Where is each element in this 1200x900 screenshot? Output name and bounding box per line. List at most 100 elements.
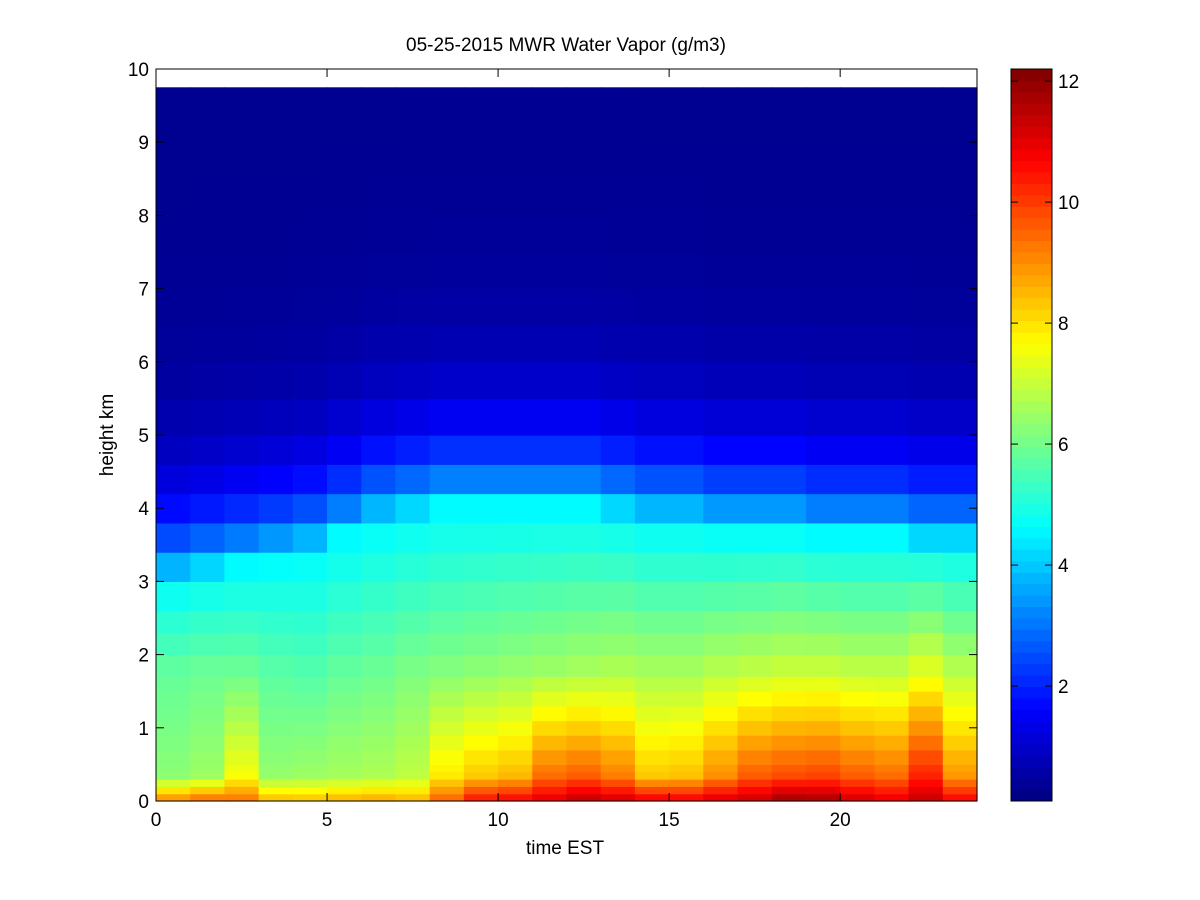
heatmap-cell — [361, 581, 397, 612]
colorbar-step — [1011, 149, 1052, 161]
heatmap-cell — [190, 705, 226, 722]
colorbar-step — [1011, 160, 1052, 173]
heatmap-cell — [327, 676, 362, 692]
heatmap-cell — [840, 87, 875, 143]
heatmap-cell — [634, 676, 670, 692]
y-axis-label: height km — [97, 394, 118, 476]
heatmap-cell — [942, 779, 978, 787]
heatmap-cell — [737, 676, 773, 692]
heatmap-cell — [566, 749, 602, 765]
heatmap-cell — [327, 610, 362, 634]
heatmap-cell — [669, 288, 704, 326]
heatmap-cell — [532, 464, 568, 495]
heatmap-cell — [703, 142, 739, 180]
colorbar-frame — [1010, 68, 1053, 802]
heatmap-cell — [600, 786, 636, 795]
heatmap-cell — [258, 676, 294, 692]
heatmap-cell — [908, 764, 944, 773]
heatmap-cell — [771, 691, 807, 707]
heatmap-cell — [156, 288, 191, 326]
heatmap-cell — [224, 654, 260, 678]
heatmap-cell — [258, 435, 294, 465]
colorbar-step — [1011, 686, 1052, 699]
colorbar-step — [1011, 171, 1052, 184]
heatmap-cell — [566, 552, 602, 582]
heatmap-cell — [224, 464, 260, 495]
heatmap-cell — [292, 288, 328, 326]
heatmap-cell — [498, 771, 533, 780]
colorbar-step — [1011, 515, 1052, 527]
heatmap-cell — [840, 552, 875, 582]
heatmap-cell — [908, 361, 944, 399]
heatmap-cell — [703, 288, 739, 326]
heatmap-cell — [634, 720, 670, 736]
heatmap-cell — [840, 764, 875, 773]
heatmap-cell — [498, 493, 533, 524]
heatmap-cell — [361, 793, 397, 802]
heatmap-cell — [805, 749, 841, 765]
heatmap-cell — [224, 632, 260, 656]
colorbar-step — [1011, 126, 1052, 139]
heatmap-cell — [395, 749, 431, 765]
heatmap-cell — [327, 581, 362, 612]
colorbar-step — [1011, 332, 1052, 344]
heatmap-cell — [498, 764, 533, 773]
colorbar-step — [1011, 549, 1052, 562]
heatmap-cell — [532, 552, 568, 582]
heatmap-cell — [737, 654, 773, 678]
heatmap-cell — [361, 771, 397, 780]
heatmap-cell — [292, 581, 328, 612]
y-tick-label: 6 — [138, 353, 149, 374]
heatmap-cell — [395, 215, 431, 253]
heatmap-cell — [156, 522, 191, 553]
heatmap-cell — [532, 178, 568, 216]
heatmap-cell — [908, 215, 944, 253]
heatmap-cell — [429, 215, 465, 253]
heatmap-cell — [190, 771, 226, 780]
heatmap-cell — [771, 764, 807, 773]
heatmap-cell — [327, 735, 362, 751]
heatmap-cell — [840, 720, 875, 736]
heatmap-cell — [156, 793, 191, 802]
heatmap-cell — [224, 720, 260, 736]
heatmap-cell — [805, 552, 841, 582]
heatmap-cell — [805, 325, 841, 363]
heatmap-cell — [840, 435, 875, 465]
heatmap-cell — [874, 691, 910, 707]
heatmap-cell — [908, 288, 944, 326]
colorbar-step — [1011, 377, 1052, 390]
heatmap-cell — [703, 735, 739, 751]
heatmap-cell — [908, 691, 944, 707]
heatmap-cell — [703, 435, 739, 465]
colorbar-step — [1011, 354, 1052, 367]
heatmap-cell — [874, 779, 910, 787]
heatmap-cell — [224, 610, 260, 634]
heatmap-cell — [874, 325, 910, 363]
heatmap-cell — [669, 632, 704, 656]
heatmap-cell — [532, 691, 568, 707]
heatmap-cell — [942, 325, 978, 363]
heatmap-cell — [429, 325, 465, 363]
heatmap-cell — [600, 493, 636, 524]
heatmap-cell — [156, 779, 191, 787]
heatmap-cell — [805, 288, 841, 326]
heatmap-cell — [292, 749, 328, 765]
heatmap-cell — [532, 142, 568, 180]
heatmap-cell — [190, 552, 226, 582]
heatmap-cell — [737, 786, 773, 795]
heatmap-cell — [874, 522, 910, 553]
heatmap-cell — [805, 676, 841, 692]
heatmap-cell — [874, 435, 910, 465]
heatmap-cell — [361, 552, 397, 582]
heatmap-cell — [566, 771, 602, 780]
heatmap-cell — [361, 691, 397, 707]
heatmap-cell — [600, 464, 636, 495]
heatmap-cell — [224, 786, 260, 795]
x-tick-label: 10 — [488, 810, 509, 831]
heatmap-cell — [840, 632, 875, 656]
heatmap-cell — [566, 252, 602, 290]
heatmap-cell — [942, 654, 978, 678]
heatmap-cell — [908, 676, 944, 692]
heatmap-cell — [258, 288, 294, 326]
